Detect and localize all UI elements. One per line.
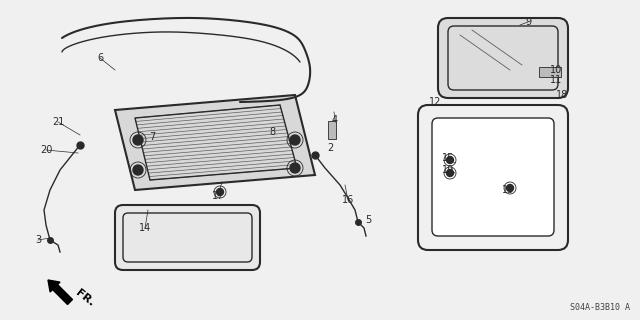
Circle shape (447, 170, 454, 177)
Text: 6: 6 (97, 53, 103, 63)
Text: 19: 19 (442, 165, 454, 175)
Text: 21: 21 (52, 117, 64, 127)
Text: 3: 3 (35, 235, 41, 245)
Text: 16: 16 (342, 195, 354, 205)
Text: 7: 7 (149, 132, 155, 142)
FancyArrow shape (48, 280, 72, 304)
Text: FR.: FR. (74, 288, 96, 308)
Bar (539, 67, 561, 77)
Text: 17: 17 (212, 191, 224, 201)
Text: 14: 14 (139, 223, 151, 233)
Text: 12: 12 (429, 97, 441, 107)
Circle shape (447, 156, 454, 164)
Text: 2: 2 (327, 143, 333, 153)
Text: 15: 15 (442, 153, 454, 163)
FancyBboxPatch shape (115, 205, 260, 270)
Text: 4: 4 (332, 115, 338, 125)
Text: 9: 9 (525, 17, 531, 27)
Text: 8: 8 (269, 127, 275, 137)
FancyBboxPatch shape (432, 118, 554, 236)
Text: 11: 11 (550, 75, 562, 85)
Circle shape (133, 135, 143, 145)
Circle shape (506, 185, 513, 191)
Text: 20: 20 (40, 145, 52, 155)
Text: 13: 13 (502, 185, 514, 195)
Bar (328, 121, 336, 139)
Circle shape (290, 163, 300, 173)
Text: 18: 18 (556, 90, 568, 100)
Circle shape (216, 188, 223, 196)
Text: 5: 5 (365, 215, 371, 225)
Text: 10: 10 (550, 65, 562, 75)
Text: S04A-B3B10 A: S04A-B3B10 A (570, 303, 630, 312)
Polygon shape (115, 95, 315, 190)
FancyBboxPatch shape (438, 18, 568, 98)
Circle shape (133, 165, 143, 175)
FancyBboxPatch shape (418, 105, 568, 250)
Circle shape (290, 135, 300, 145)
